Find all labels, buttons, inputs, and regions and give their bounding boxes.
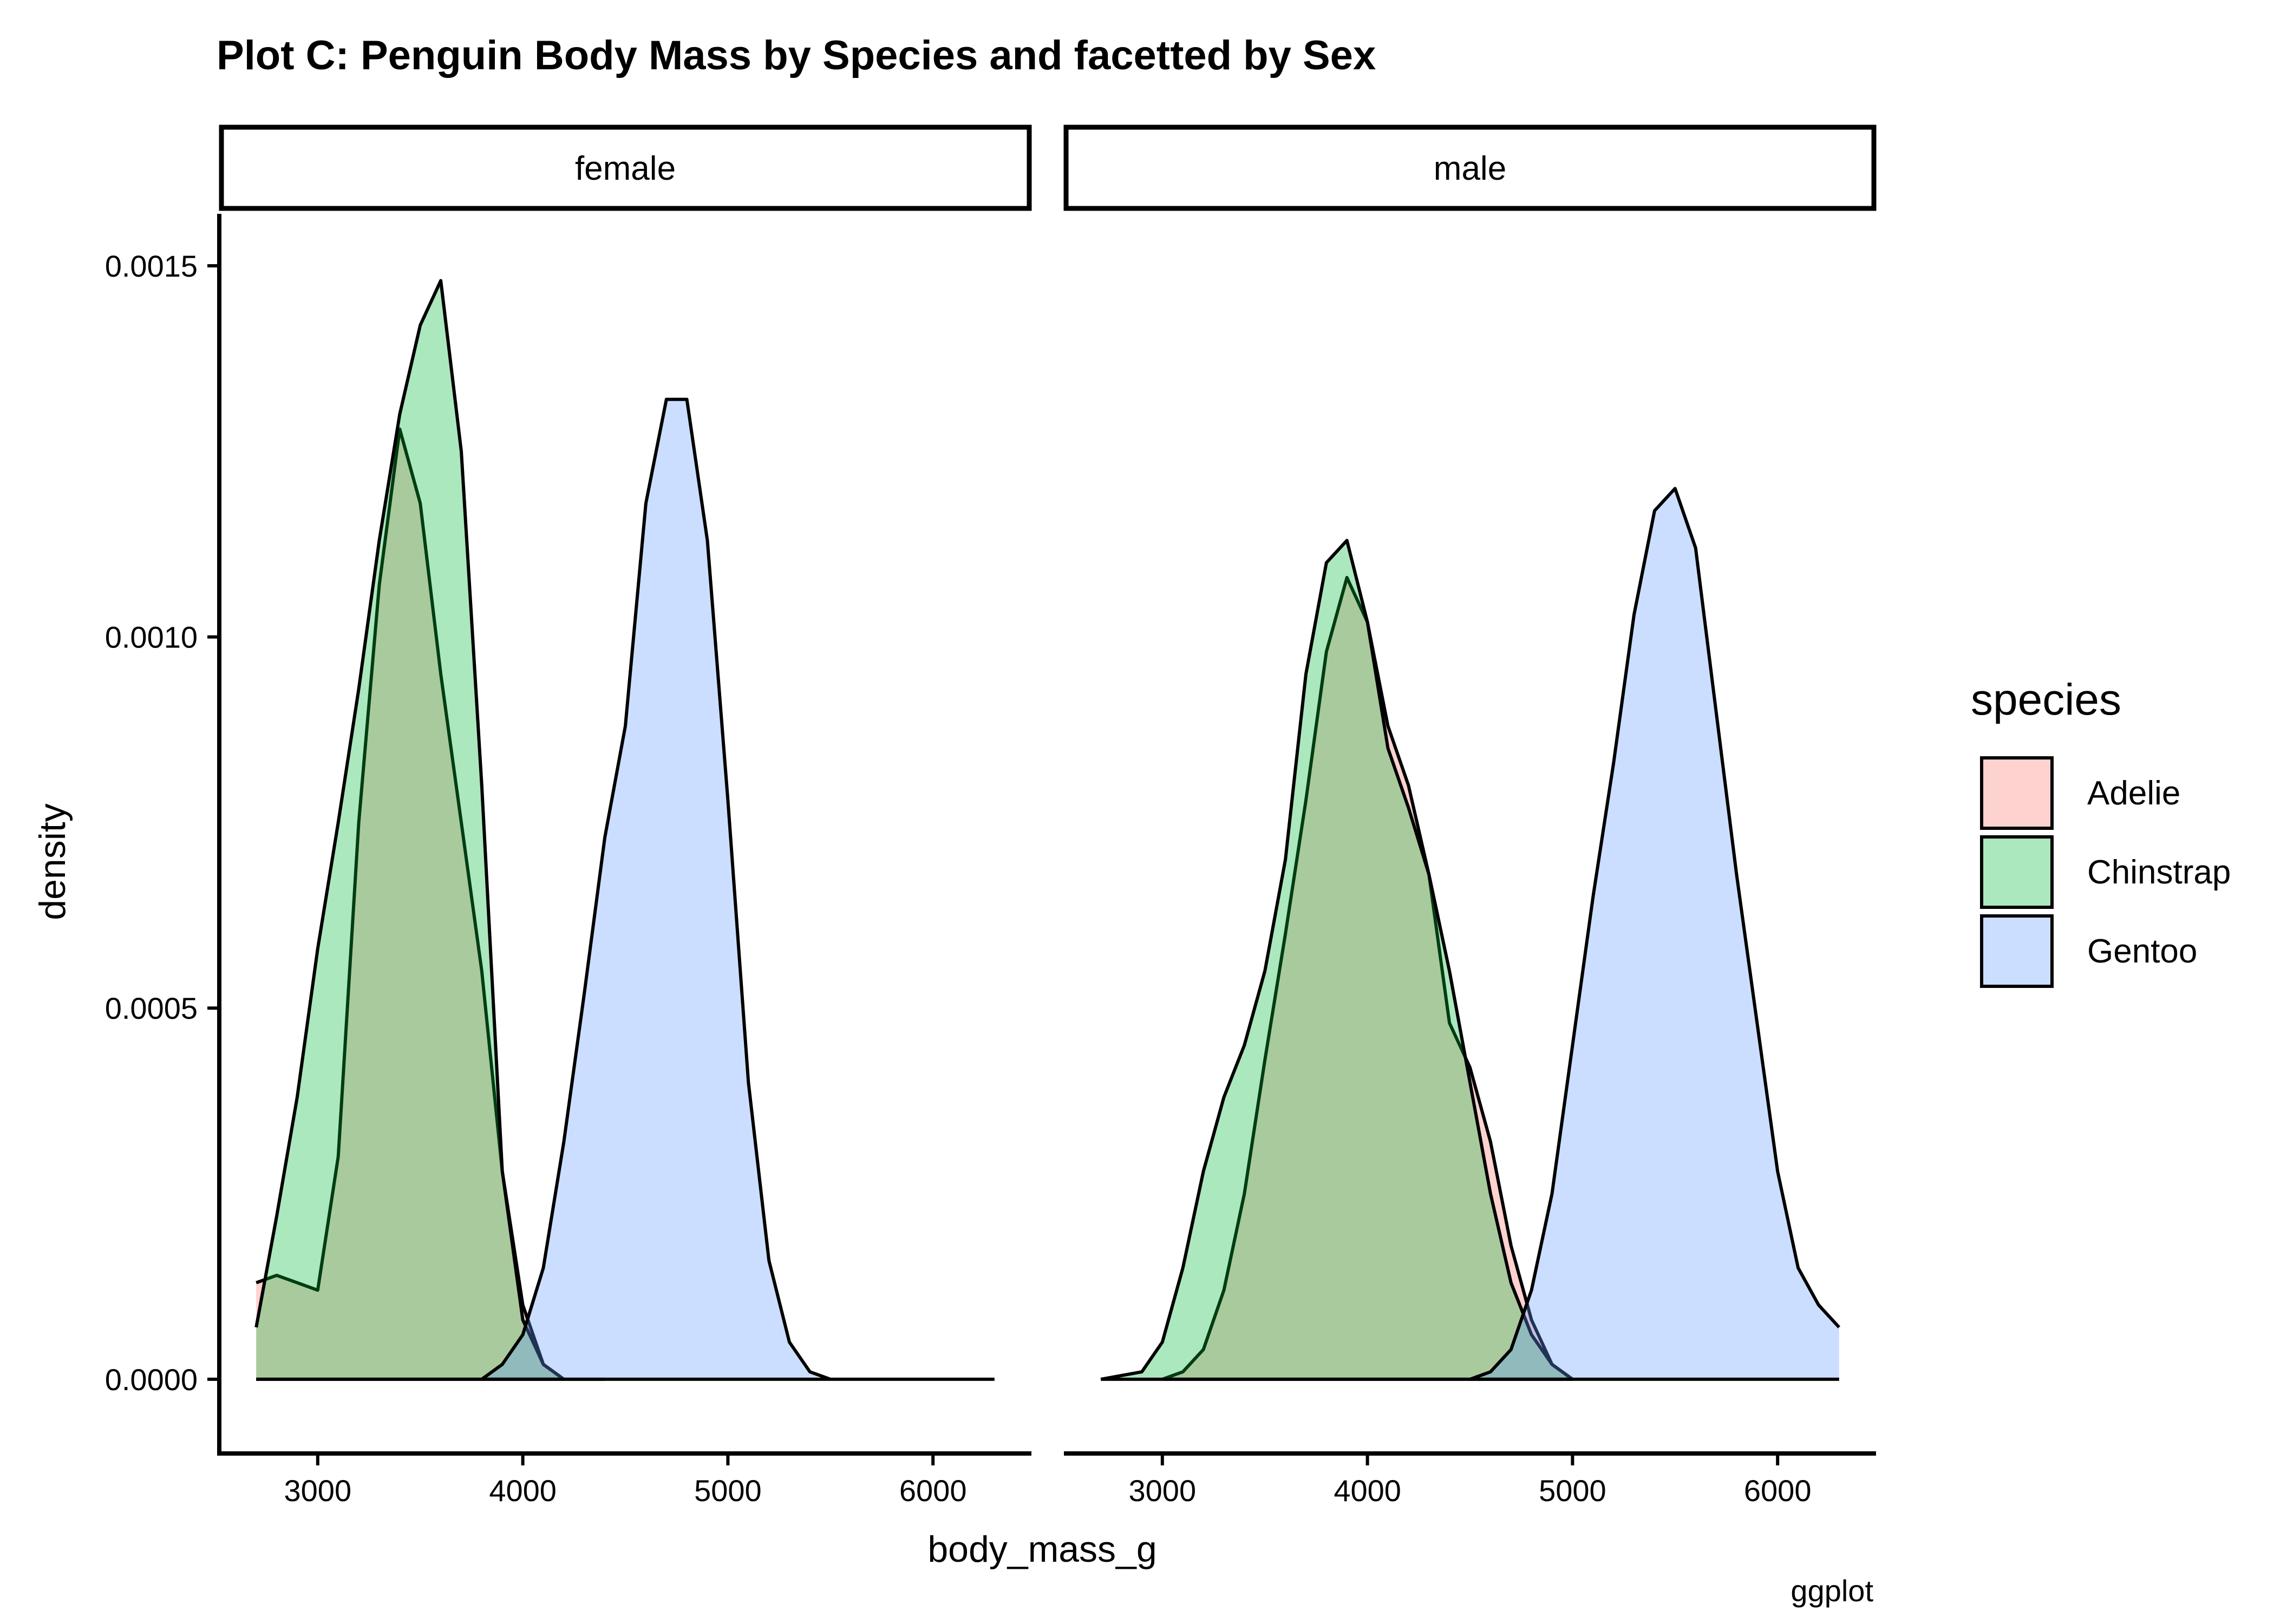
legend-item-gentoo: Gentoo <box>1980 914 2197 988</box>
legend-key <box>1980 756 2054 830</box>
density-line-gentoo <box>481 397 995 1381</box>
legend-key <box>1980 914 2054 988</box>
x-tick-label: 6000 <box>1744 1474 1812 1508</box>
density-line-gentoo <box>1469 487 1841 1381</box>
density-area-adelie <box>256 429 564 1379</box>
legend-label: Gentoo <box>2087 933 2197 970</box>
x-tick-label: 3000 <box>284 1474 352 1508</box>
y-tick-label: 0.0015 <box>105 249 198 283</box>
facet-strip-label: female <box>575 150 676 187</box>
x-tick-label: 6000 <box>899 1474 967 1508</box>
x-tick-label: 4000 <box>489 1474 557 1508</box>
facet-panel-female: female 3000 4000 5000 6000 0.0000 0.0005 0.0010… <box>105 125 1032 1508</box>
density-area-gentoo <box>1470 488 1839 1379</box>
chart-title: Plot C: Penguin Body Mass by Species and… <box>217 32 1376 78</box>
facet-panel-male: male 3000 4000 5000 6000 <box>1063 125 1877 1508</box>
facet-strip-label: male <box>1434 150 1506 187</box>
x-tick-label: 5000 <box>1539 1474 1606 1508</box>
legend-key <box>1980 835 2054 909</box>
y-tick-label: 0.0010 <box>105 620 198 654</box>
x-tick-label: 4000 <box>1334 1474 1401 1508</box>
legend-item-adelie: Adelie <box>1980 756 2180 830</box>
density-area-chinstrap <box>256 280 605 1379</box>
caption: ggplot <box>1791 1574 1873 1608</box>
density-area-gentoo <box>481 399 995 1379</box>
density-area-adelie <box>1162 577 1573 1379</box>
y-tick-label: 0.0005 <box>105 991 198 1025</box>
facet-strip <box>219 125 1032 211</box>
legend: species Adelie Chinstrap Gentoo <box>1971 675 2231 988</box>
x-tick-label: 5000 <box>694 1474 762 1508</box>
x-tick-label: 3000 <box>1129 1474 1197 1508</box>
y-tick-label: 0.0000 <box>105 1363 198 1397</box>
density-area-chinstrap <box>1101 540 1573 1379</box>
y-axis-title: density <box>32 803 73 920</box>
legend-label: Adelie <box>2087 775 2180 812</box>
facet-panels: female 3000 4000 5000 6000 0.0000 0.0005 0.0010… <box>105 125 1877 1508</box>
x-axis-title: body_mass_g <box>927 1529 1156 1570</box>
legend-title: species <box>1971 675 2121 724</box>
facet-strip <box>1063 125 1877 211</box>
legend-item-chinstrap: Chinstrap <box>1980 835 2231 909</box>
legend-label: Chinstrap <box>2087 854 2231 891</box>
